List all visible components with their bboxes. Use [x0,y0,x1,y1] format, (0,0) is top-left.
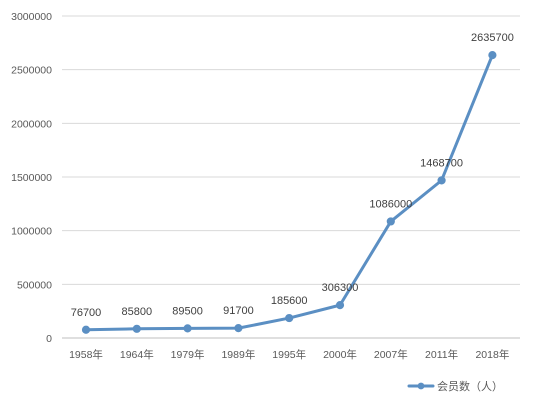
data-point [132,324,141,333]
legend: 会员数（人） [407,380,503,393]
series-line [84,53,494,332]
data-point [335,301,345,310]
y-axis-tick-labels: 0 500000 1000000 1500000 2000000 2500000 30000… [11,11,52,345]
x-tick-label: 1995年 [272,348,306,361]
data-label: 76700 [71,307,102,319]
x-tick-label: 1989年 [221,348,255,361]
x-tick-label: 1958年 [69,348,103,361]
x-tick-label: 1964年 [120,348,154,361]
x-tick-label: 1979年 [171,348,205,361]
x-tick-label: 2011年 [425,348,458,361]
legend-label: 会员数（人） [437,380,503,393]
data-point [488,51,497,60]
x-tick-label: 2007年 [374,348,408,361]
series-lines [84,53,494,332]
x-tick-label: 2000年 [323,348,357,361]
data-point [81,325,91,334]
y-tick-label: 1000000 [11,226,52,238]
data-label: 91700 [223,305,254,317]
data-point [386,217,395,226]
data-label: 1086000 [369,198,412,210]
data-label: 85800 [122,306,153,318]
series-markers [81,51,497,334]
data-point [437,176,446,185]
y-tick-label: 2000000 [11,118,52,130]
data-label: 89500 [172,305,203,317]
y-tick-label: 0 [46,333,52,345]
data-label: 1468700 [420,157,463,169]
x-axis-tick-labels: 1958年 1964年 1979年 1989年 1995年 2000年 2007年 2011年… [69,348,509,361]
data-labels: 76700 85800 89500 91700 185600 306300 1086000 1… [71,32,514,319]
y-tick-label: 1500000 [11,172,52,184]
data-point [183,324,192,333]
data-point [234,324,243,333]
data-point [285,313,294,323]
data-label: 306300 [322,282,359,294]
y-tick-label: 2500000 [11,65,52,77]
data-label: 185600 [271,295,308,307]
y-tick-label: 500000 [17,279,52,291]
y-tick-label: 3000000 [11,11,52,23]
data-label: 2635700 [471,32,514,44]
x-tick-label: 2018年 [475,348,509,361]
legend-marker [417,382,425,390]
gridlines [62,15,520,285]
